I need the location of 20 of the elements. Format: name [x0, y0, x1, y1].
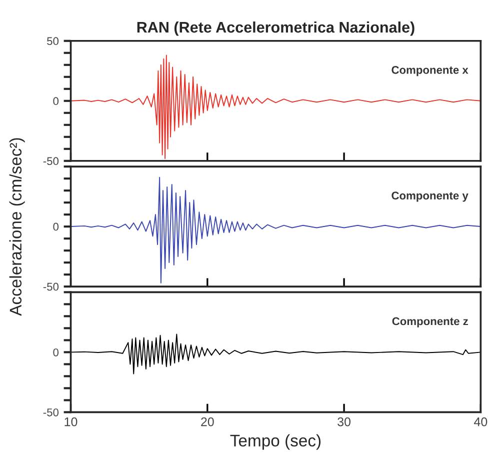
chart-title: RAN (Rete Accelerometrica Nazionale) [137, 21, 414, 36]
line-series [70, 54, 481, 159]
line-series [70, 176, 481, 284]
x-tick-label: 20 [201, 417, 214, 426]
y-tick-label: 50 [47, 37, 59, 46]
y-tick-label: 0 [53, 348, 59, 356]
y-tick-label: 0 [53, 97, 59, 106]
x-tick-label: 10 [64, 417, 78, 426]
x-tick-label: 40 [474, 417, 488, 426]
x-axis-title: Tempo (sec) [230, 434, 321, 450]
y-tick-label: -50 [43, 408, 59, 416]
annotation: Componente y [392, 192, 468, 202]
line-series [70, 334, 481, 374]
y-tick-label: 0 [53, 222, 59, 231]
annotation: Componente x [392, 66, 468, 76]
y-axis-title: Accelerazione (cm/sec²) [9, 138, 25, 316]
x-tick-label: 30 [338, 417, 351, 426]
annotation: Componente z [392, 317, 468, 328]
y-tick-label: -50 [43, 282, 59, 291]
y-tick-label: -50 [43, 157, 59, 166]
